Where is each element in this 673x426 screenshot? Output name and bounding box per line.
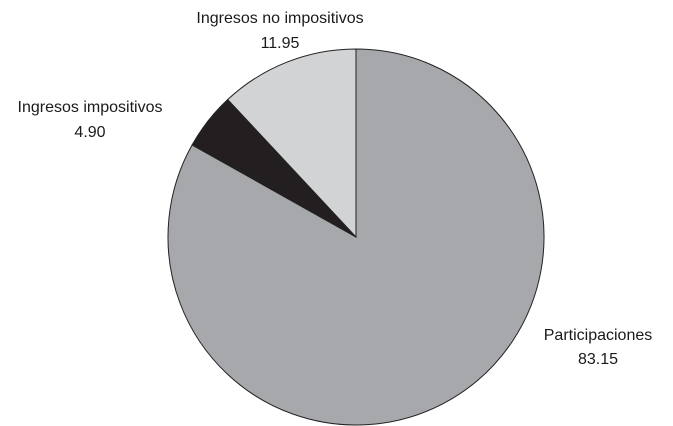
- slice-value-label: 4.90: [74, 124, 105, 141]
- slice-category-label: Ingresos no impositivos: [196, 10, 363, 27]
- slice-category-label: Participaciones: [544, 327, 653, 344]
- pie-slice-ingresos-no-impositivos: [227, 48, 357, 239]
- labels-layer: Participaciones 83.15 Ingresos impositivos…: [18, 10, 653, 368]
- slice-value-label: 83.15: [578, 351, 618, 368]
- slices-layer: [167, 48, 545, 426]
- slice-category-label: Ingresos impositivos: [18, 99, 163, 116]
- slice-value-label: 11.95: [261, 35, 300, 52]
